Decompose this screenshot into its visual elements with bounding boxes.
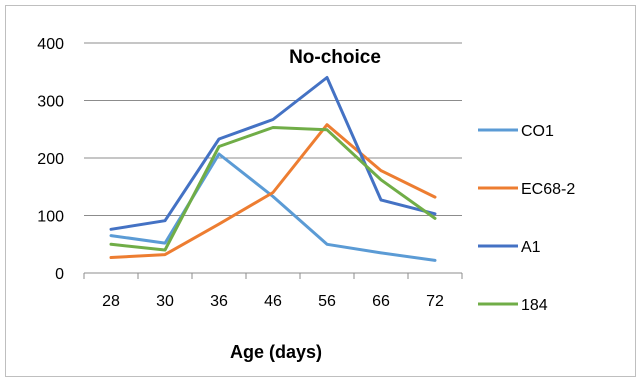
legend-label: 184 [521,297,548,314]
gridlines [84,42,462,216]
x-axis: 28 30 36 46 56 66 72 [83,272,463,310]
x-tick-label: 28 [102,293,120,310]
y-tick-label: 100 [37,209,64,226]
legend: CO1 EC68-2 A1 184 [478,123,575,314]
y-tick-label: 200 [37,151,64,168]
x-tick-label: 72 [426,293,444,310]
plot-series [109,76,437,262]
y-tick-label: 400 [37,36,64,53]
legend-label: CO1 [521,123,554,140]
chart-title: No-choice [289,47,381,68]
legend-label: EC68-2 [521,181,575,198]
x-tick-label: 66 [372,293,390,310]
legend-label: A1 [521,239,541,256]
series-line-184 [109,126,437,252]
series-line-co1 [109,152,437,262]
x-tick-label: 56 [318,293,336,310]
x-tick-label: 36 [210,293,228,310]
series-line-a1 [109,76,437,231]
y-tick-label: 300 [37,94,64,111]
y-tick-label: 0 [55,266,64,283]
y-axis: 0 100 200 300 400 [37,36,64,283]
chart-frame [5,5,636,377]
x-axis-title: Age (days) [230,342,322,362]
series-line-ec68-2 [109,123,437,259]
x-tick-label: 30 [156,293,174,310]
x-tick-label: 46 [264,293,282,310]
